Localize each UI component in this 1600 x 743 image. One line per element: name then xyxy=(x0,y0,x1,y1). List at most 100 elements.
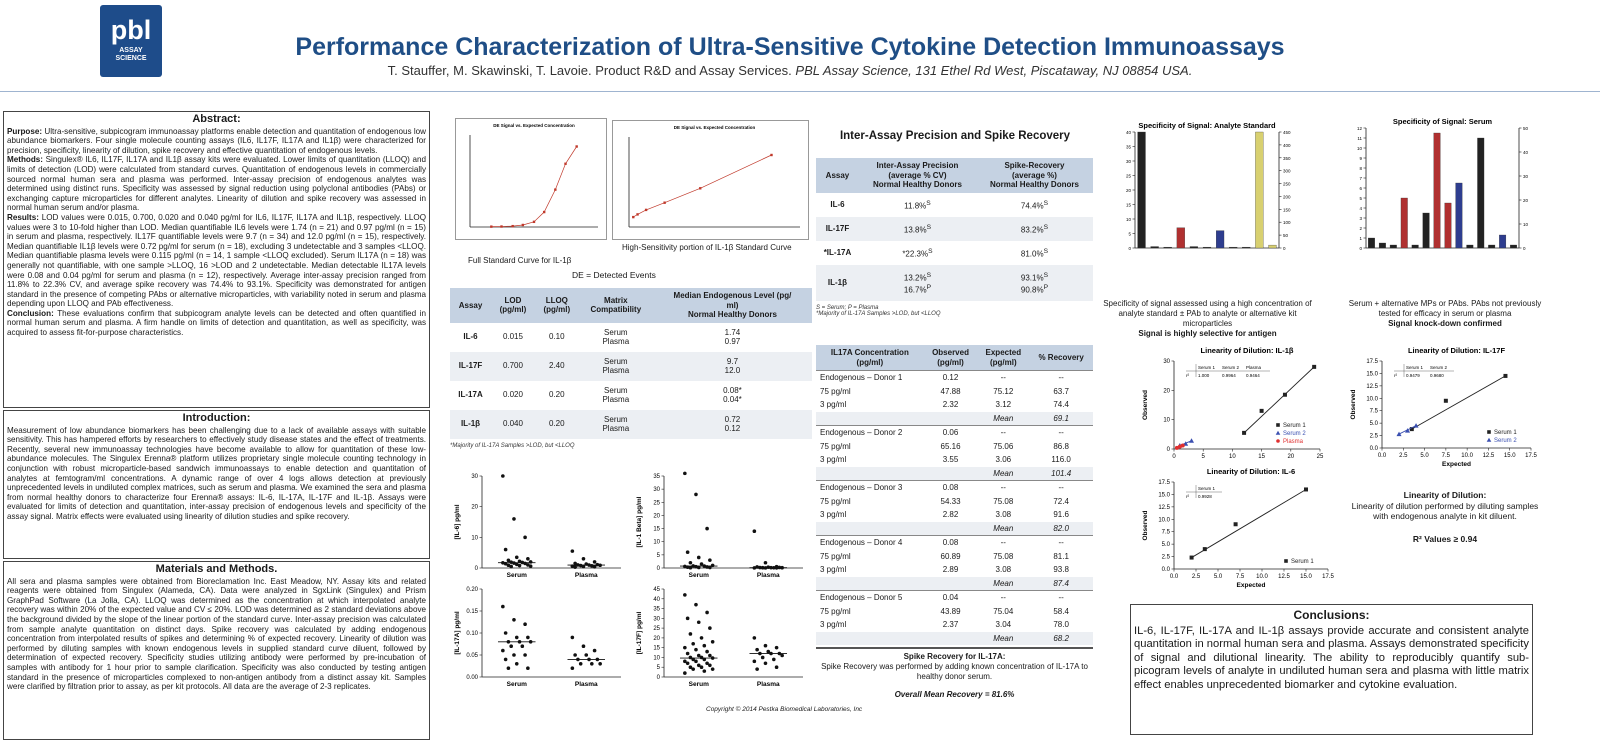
table-cell: 74.4 xyxy=(1029,398,1093,412)
mean-row: Mean 68.2 xyxy=(816,631,1093,645)
caption-text: Serum + alternative MPs or PAbs. PAbs no… xyxy=(1348,299,1542,318)
table-row: IL-17F 13.8%S 83.2%S xyxy=(816,216,1093,241)
table-cell: 83.2%S xyxy=(976,217,1093,241)
cell-text: -- xyxy=(1000,593,1006,602)
cell-line: Normal Healthy Donors xyxy=(980,180,1089,190)
cell-sup: S xyxy=(926,199,931,207)
table-cell: Endogenous – Donor 2 xyxy=(816,425,924,440)
cell-text: 0.12 xyxy=(724,424,741,433)
table-cell xyxy=(816,466,978,481)
data-point xyxy=(592,648,597,653)
cell-text: Median Endogenous Level (pg/ xyxy=(673,291,792,300)
cell-text: (pg/ml) xyxy=(543,305,571,315)
table-note: S = Serum; P = Plasma xyxy=(816,305,879,312)
data-point xyxy=(584,653,589,657)
data-point xyxy=(708,565,712,570)
footer-text: Spike Recovery was performed by adding k… xyxy=(821,662,1088,681)
mean-label: Mean xyxy=(977,576,1030,591)
data-point xyxy=(763,643,768,648)
logo-text: SCIENCE xyxy=(115,55,147,62)
section-title: Inter-Assay Precision and Spike Recovery xyxy=(839,130,1071,142)
table-cell: 75.12 xyxy=(977,385,1029,399)
y2-tick-label: 10 xyxy=(1523,222,1529,227)
cell-text: Normal Healthy Donors xyxy=(990,180,1079,189)
cell-text: Plasma xyxy=(602,424,630,433)
y-tick-label: 12.5 xyxy=(1366,384,1378,390)
data-point xyxy=(688,632,693,636)
cell-line: Plasma xyxy=(583,424,649,434)
legend-label: Serum 2 xyxy=(1494,438,1517,444)
cell-sup: S xyxy=(1043,199,1049,207)
data-point xyxy=(523,653,527,657)
data-point xyxy=(501,648,505,653)
lod-table: Assay LOD (pg/ml) LLOQ (pg/ml) Matrix Compatib… xyxy=(450,288,812,439)
fit-line xyxy=(1411,375,1506,430)
data-point xyxy=(763,661,768,666)
data-point xyxy=(528,560,533,564)
cell-text: IL-17A xyxy=(458,390,483,400)
cell-sup: S xyxy=(1043,247,1049,255)
data-point xyxy=(592,560,597,564)
introduction-box: Introduction: Measurement of low abundan… xyxy=(3,410,430,559)
table-cell: Endogenous – Donor 3 xyxy=(816,480,924,495)
table-body: IL-6 0.015 0.10 Serum Plasma 1.74 0.97 IL-17F 0.… xyxy=(450,323,812,439)
bar xyxy=(1499,234,1507,249)
data-point xyxy=(512,618,516,622)
table-cell: 74.4%S xyxy=(976,193,1093,217)
paragraph: Measurement of low abundance biomarkers … xyxy=(7,425,426,521)
cell-line: (pg/ml) xyxy=(820,358,920,368)
data-point xyxy=(699,187,702,190)
header-cell: Median Endogenous Level (pg/ml) Normal He… xyxy=(652,288,812,323)
y2-tick-label: 100 xyxy=(1283,220,1291,225)
mean-value: 82.0 xyxy=(1029,521,1093,536)
mean-value: 69.1 xyxy=(1029,411,1093,426)
y-tick-label: 3 xyxy=(1359,216,1362,221)
table-note: *Majority of IL-17A Samples >LOD, but <L… xyxy=(816,311,941,318)
data-point xyxy=(521,223,525,227)
cell-text: 75.04 xyxy=(993,606,1014,616)
data-point xyxy=(1409,427,1414,432)
data-point xyxy=(573,561,577,566)
bar xyxy=(1378,242,1386,249)
data-point xyxy=(770,153,773,157)
table-cell: 81.0%S xyxy=(976,241,1093,265)
y-tick-label: 5 xyxy=(1359,196,1362,201)
y-tick-label: 30 xyxy=(1163,359,1170,365)
cell-text: 75 pg/ml xyxy=(820,441,851,451)
cell-text: % Recovery xyxy=(1038,352,1084,362)
cell-text: Compatibility xyxy=(590,305,642,315)
table-cell: IL-6 xyxy=(816,193,859,217)
table-cell: Endogenous – Donor 4 xyxy=(816,535,924,550)
cell-text: Assay xyxy=(825,170,850,180)
table-cell: 0.12 xyxy=(923,370,978,385)
cell-line: LOD xyxy=(495,296,531,306)
data-point xyxy=(636,213,639,216)
bar xyxy=(1163,246,1172,249)
standard-curve-full: DE Signal vs. Expected Concentration xyxy=(455,118,607,240)
cell-line: Inter-Assay Precision xyxy=(863,161,972,171)
data-point xyxy=(542,210,546,214)
cell-line: (pg/ml) xyxy=(981,358,1025,368)
cell-line: 0.72 xyxy=(657,415,808,425)
x-tick-label: 0 xyxy=(1172,454,1176,460)
data-point xyxy=(500,225,503,228)
data-point xyxy=(514,635,519,640)
y-tick-label: 7 xyxy=(1359,176,1362,181)
data-point xyxy=(1304,487,1308,492)
table-cell: -- xyxy=(1029,370,1093,385)
cell-line: Compatibility xyxy=(583,305,649,315)
cell-text: 78.0 xyxy=(1053,620,1069,629)
cell-text: 11.8% xyxy=(904,201,927,211)
data-point xyxy=(592,564,597,569)
data-point xyxy=(688,665,693,670)
y2-tick-label: 200 xyxy=(1283,194,1291,199)
cell-line: Serum xyxy=(583,386,649,396)
data-point xyxy=(708,663,712,668)
data-point xyxy=(506,563,511,568)
cell-text: 3.08 xyxy=(995,565,1012,574)
cell-line: 16.7%P xyxy=(863,283,972,295)
data-point xyxy=(501,604,505,609)
x-tick-label: 15.0 xyxy=(1300,574,1312,580)
data-point xyxy=(501,474,505,478)
cell-text: Spike-Recovery xyxy=(1004,161,1065,170)
